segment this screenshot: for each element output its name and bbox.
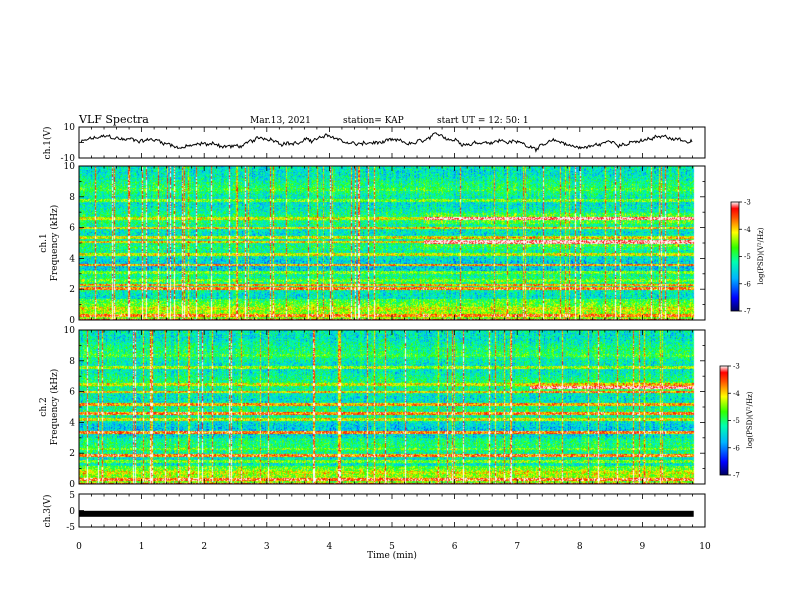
colorbar-tick-label: -3 <box>744 199 751 207</box>
ch2-spectrogram-ticks <box>78 329 706 485</box>
freq-tick-label: 2 <box>69 285 75 295</box>
time-tick-label: 6 <box>452 542 458 552</box>
ch1-spectrogram-panel: 0 2 4 6 8 10 ch.1 Frequency (kHz) <box>39 162 706 326</box>
colorbar-tick-label: -7 <box>744 308 751 316</box>
time-tick-label: 3 <box>264 542 270 552</box>
time-tick-label: 9 <box>640 542 646 552</box>
time-axis-tick-labels: 0 1 2 3 4 5 6 7 8 9 10 <box>76 542 711 552</box>
colorbar-tick-label: -7 <box>733 472 740 480</box>
ch3-waveform-ylabel: ch.3(V) <box>42 495 53 528</box>
ch3-ytick-middle: 0 <box>69 507 75 517</box>
time-tick-label: 4 <box>327 542 333 552</box>
freq-tick-label: 10 <box>64 326 76 336</box>
freq-tick-label: 4 <box>69 254 75 264</box>
ch2-spectrogram-ylabel-channel: ch.2 <box>39 397 49 416</box>
ch2-colorbar-label: log(PSD)(V²/Hz) <box>746 391 754 448</box>
time-tick-label: 0 <box>76 542 82 552</box>
ch2-spectrogram-image <box>79 330 705 484</box>
ch3-waveform-panel: 5 0 -5 ch.3(V) 0 1 2 3 4 5 6 7 8 9 10 Time (min) <box>42 491 711 561</box>
ch1-waveform-line <box>80 132 693 153</box>
ch3-waveform-line <box>79 510 694 517</box>
ch2-spectrogram-ytick-labels: 0 2 4 6 8 10 <box>64 326 76 490</box>
ch1-spectrogram-ylabel-channel: ch.1 <box>39 233 49 252</box>
freq-tick-label: 6 <box>69 224 75 234</box>
ch1-waveform-panel: 10 -10 ch.1(V) <box>42 123 706 164</box>
freq-tick-label: 6 <box>69 388 75 398</box>
ch1-waveform-ticks <box>78 126 706 159</box>
colorbar-tick-label: -5 <box>733 417 740 425</box>
colorbar-tick-label: -6 <box>744 280 751 288</box>
ch2-colorbar-ticks: -3 -4 -5 -6 -7 <box>728 363 740 480</box>
ch2-colorbar-bar <box>719 365 729 476</box>
time-tick-label: 2 <box>201 542 207 552</box>
ch2-spectrogram-panel: 0 2 4 6 8 10 ch.2 Frequency (kHz) <box>39 326 706 490</box>
colorbar-tick-label: -4 <box>744 226 751 234</box>
colorbar-tick-label: -5 <box>744 253 751 261</box>
station-label: station= KAP <box>343 116 404 126</box>
freq-tick-label: 8 <box>69 193 75 203</box>
freq-tick-label: 8 <box>69 357 75 367</box>
time-tick-label: 10 <box>699 542 711 552</box>
time-tick-label: 1 <box>139 542 145 552</box>
ch1-ytick-bottom: -10 <box>61 154 76 164</box>
ch2-spectrogram-ylabel-frequency: Frequency (kHz) <box>49 369 60 446</box>
ch1-spectrogram-image <box>79 166 705 320</box>
time-axis-label: Time (min) <box>367 550 417 561</box>
colorbar-tick-label: -3 <box>733 363 740 371</box>
ch3-waveform-ticks <box>78 493 706 528</box>
time-tick-label: 5 <box>389 542 395 552</box>
ch1-colorbar: -3 -4 -5 -6 -7 log(PSD)(V²/Hz) <box>730 199 765 316</box>
ch1-ytick-top: 10 <box>64 123 76 133</box>
ch1-colorbar-label: log(PSD)(V²/Hz) <box>757 227 765 284</box>
freq-tick-label: 4 <box>69 418 75 428</box>
freq-tick-label: 0 <box>69 316 75 326</box>
ch1-waveform-ylabel: ch.1(V) <box>42 127 53 160</box>
ch1-spectrogram-ytick-labels: 0 2 4 6 8 10 <box>64 162 76 326</box>
ch1-colorbar-bar <box>730 201 740 312</box>
colorbar-tick-label: -4 <box>733 390 740 398</box>
date-label: Mar.13, 2021 <box>250 116 311 126</box>
ch3-ytick-top: 5 <box>69 491 75 501</box>
ch1-spectrogram-ticks <box>78 165 706 321</box>
time-tick-label: 8 <box>577 542 583 552</box>
start-time-label: start UT = 12: 50: 1 <box>437 116 529 126</box>
freq-tick-label: 0 <box>69 480 75 490</box>
ch1-spectrogram-ylabel-frequency: Frequency (kHz) <box>49 205 60 282</box>
colorbar-tick-label: -6 <box>733 444 740 452</box>
ch1-colorbar-ticks: -3 -4 -5 -6 -7 <box>739 199 751 316</box>
freq-tick-label: 10 <box>64 162 76 172</box>
figure-title: VLF Spectra <box>78 113 149 126</box>
ch3-ytick-bottom: -5 <box>66 523 75 533</box>
ch2-colorbar: -3 -4 -5 -6 -7 log(PSD)(V²/Hz) <box>719 363 754 480</box>
time-tick-label: 7 <box>514 542 520 552</box>
freq-tick-label: 2 <box>69 449 75 459</box>
